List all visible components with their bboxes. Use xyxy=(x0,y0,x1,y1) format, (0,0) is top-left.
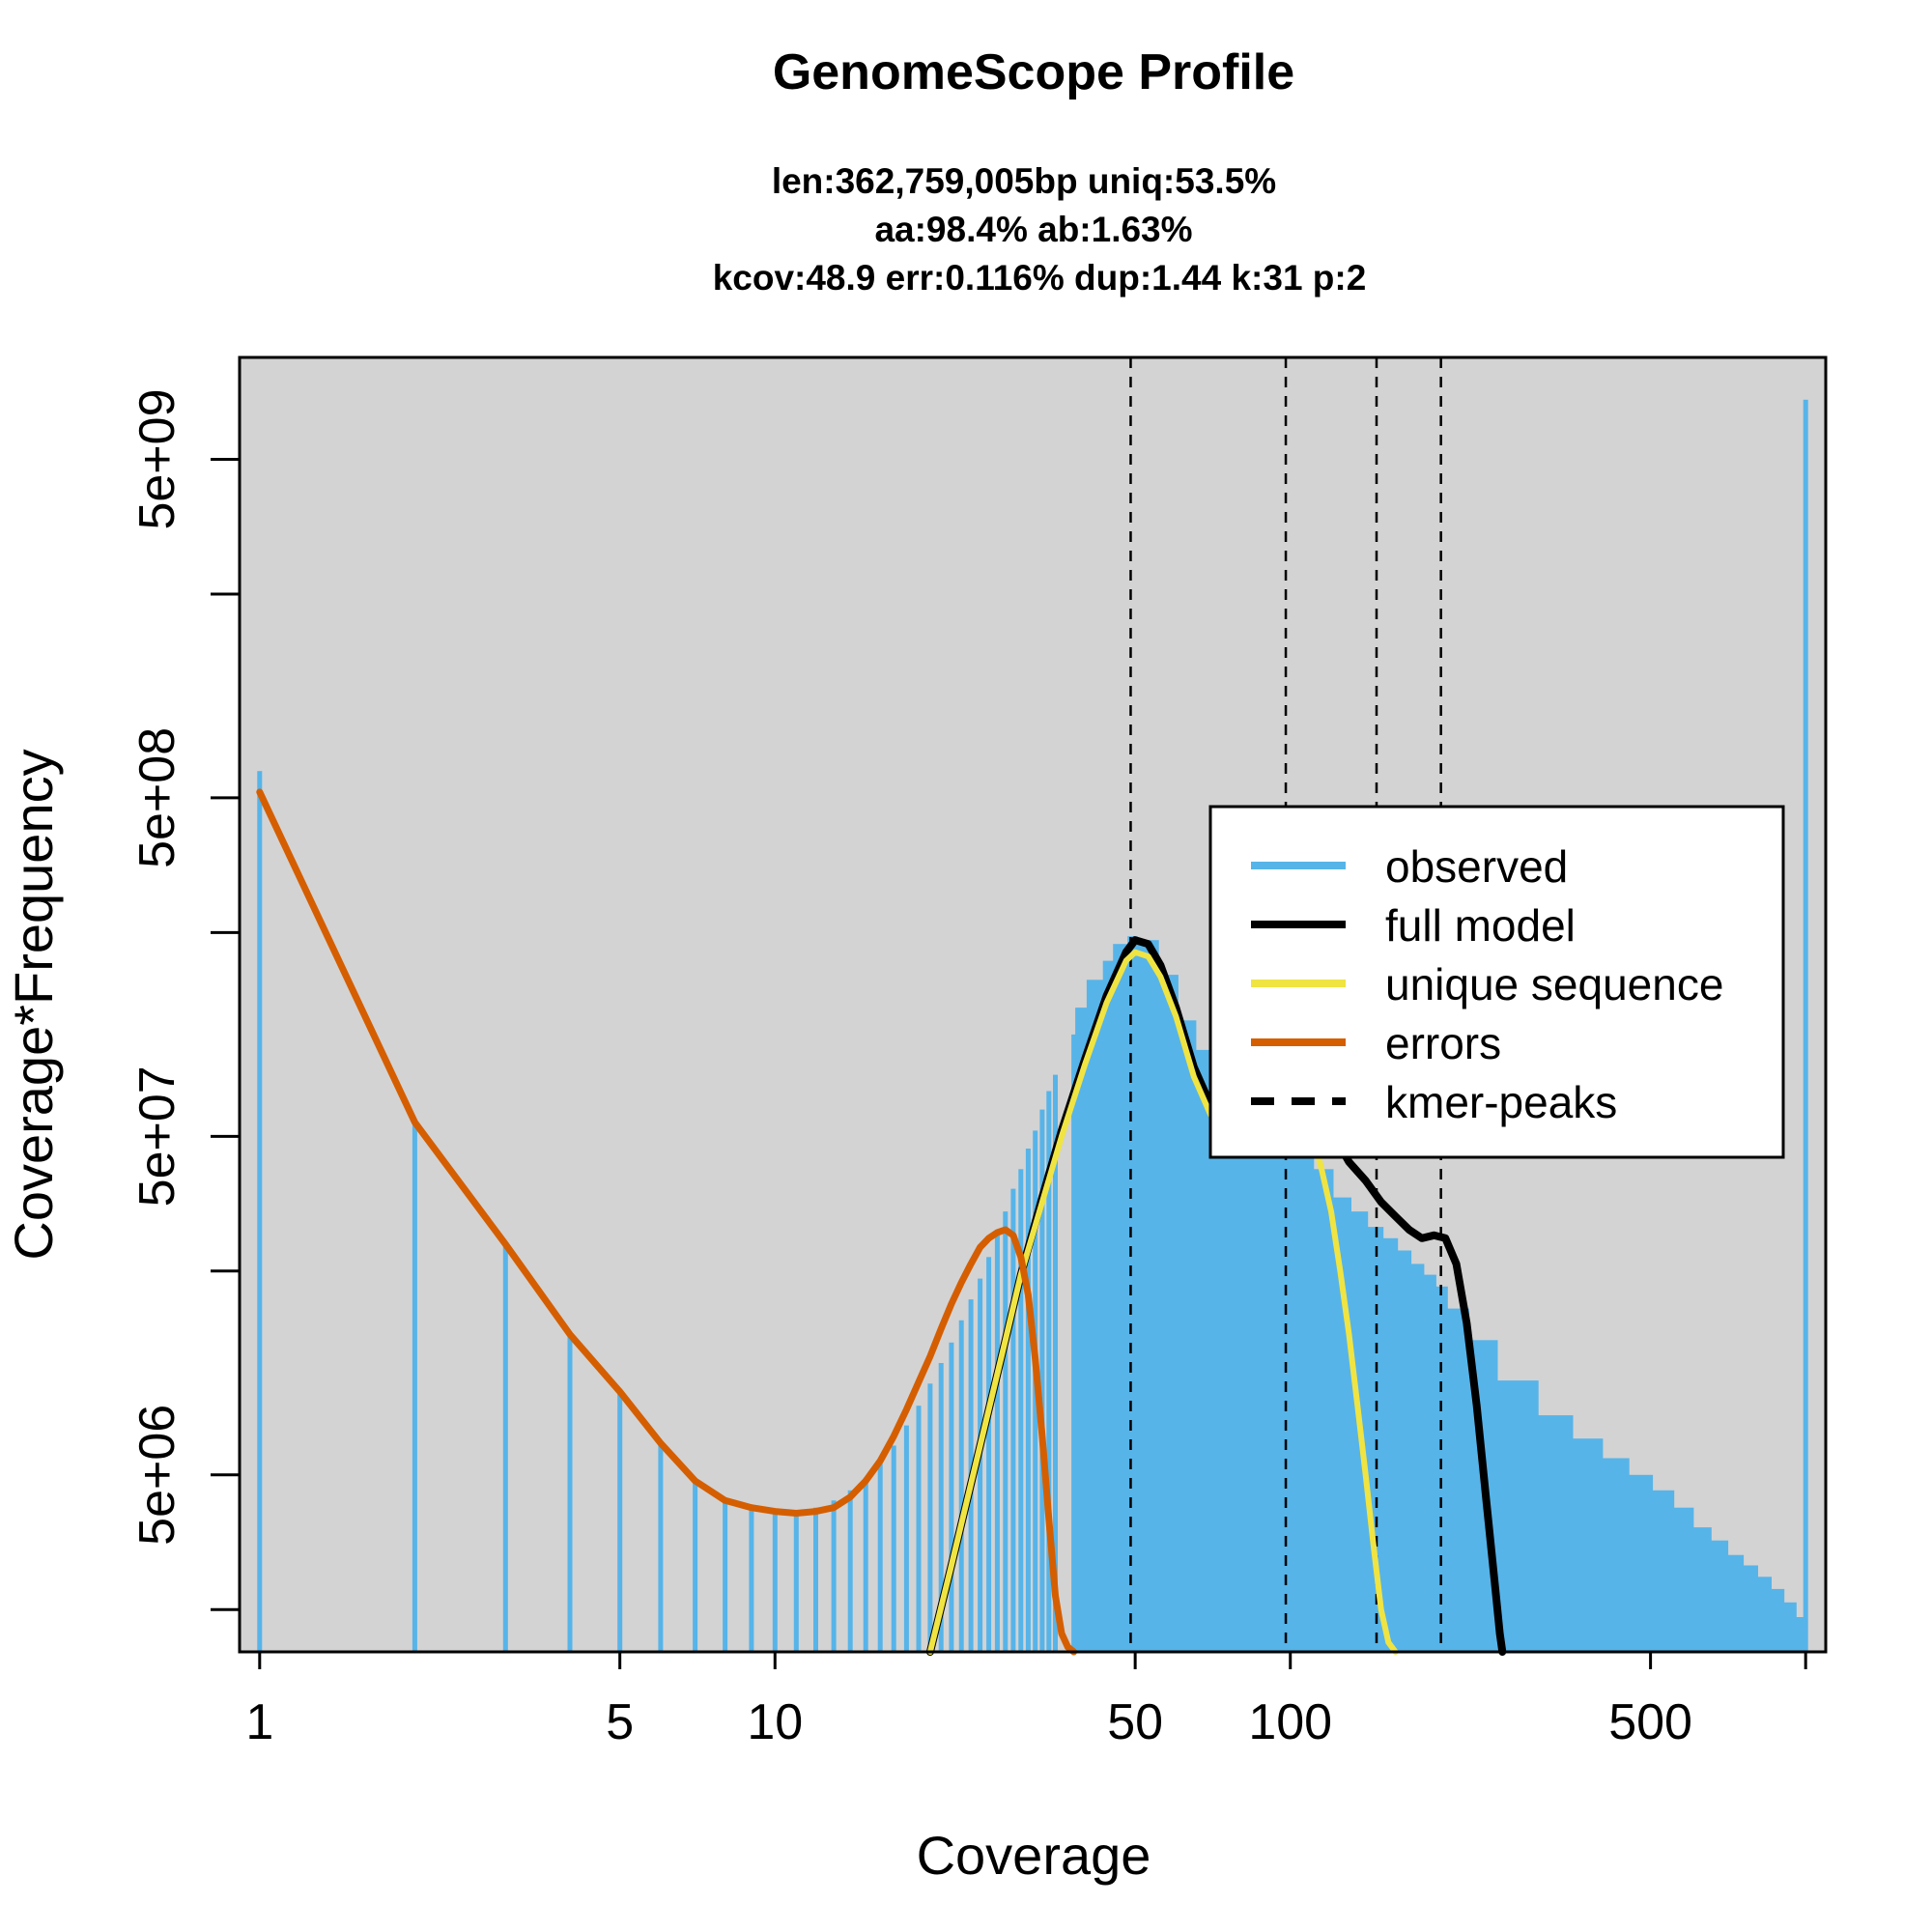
observed-bar xyxy=(863,1477,868,1652)
y-tick-label: 5e+06 xyxy=(129,1405,185,1546)
x-tick-label: 50 xyxy=(1107,1694,1163,1750)
observed-bar xyxy=(1537,1415,1574,1652)
observed-bar xyxy=(567,1334,573,1652)
observed-bar xyxy=(1177,1020,1197,1652)
observed-bar xyxy=(1803,399,1808,1652)
observed-bar xyxy=(831,1500,837,1652)
observed-bar xyxy=(1602,1458,1630,1652)
observed-bar xyxy=(793,1511,799,1652)
observed-bar xyxy=(1496,1380,1539,1652)
y-tick-label: 5e+08 xyxy=(129,727,185,868)
observed-bar xyxy=(1727,1554,1745,1652)
chart-subtitle-line-1: len:362,759,005bp uniq:53.5% xyxy=(772,161,1276,201)
observed-bar xyxy=(813,1507,818,1652)
observed-bar xyxy=(1692,1527,1712,1652)
observed-bar xyxy=(1086,980,1104,1652)
observed-bar xyxy=(1053,1074,1058,1652)
observed-bar xyxy=(1757,1577,1772,1652)
observed-bar xyxy=(693,1481,698,1652)
observed-bar xyxy=(1572,1438,1604,1652)
observed-bar xyxy=(1743,1565,1758,1652)
observed-bar xyxy=(1102,960,1115,1652)
observed-bar xyxy=(1071,1034,1077,1652)
observed-bar xyxy=(927,1383,933,1652)
observed-bar xyxy=(938,1363,944,1652)
legend-label: full model xyxy=(1385,900,1576,951)
observed-bar xyxy=(1313,1169,1334,1652)
observed-bar xyxy=(617,1391,623,1652)
x-tick-label: 100 xyxy=(1248,1694,1332,1750)
observed-bar xyxy=(1423,1274,1436,1652)
observed-bar xyxy=(1046,1091,1052,1652)
observed-bar xyxy=(847,1490,853,1652)
observed-bar xyxy=(1628,1474,1654,1652)
observed-bar xyxy=(1010,1188,1016,1652)
observed-bar xyxy=(1673,1507,1694,1652)
observed-bar xyxy=(257,771,263,1652)
y-tick-label: 5e+07 xyxy=(129,1065,185,1207)
legend-label: observed xyxy=(1385,841,1568,892)
observed-bar xyxy=(1039,1109,1045,1652)
observed-bar xyxy=(1075,1008,1088,1652)
observed-bar xyxy=(1652,1490,1675,1652)
observed-bar xyxy=(994,1232,1000,1652)
observed-bar xyxy=(1003,1211,1009,1652)
observed-bar xyxy=(1410,1264,1425,1652)
legend-label: kmer-peaks xyxy=(1385,1077,1617,1127)
observed-bar xyxy=(1136,940,1159,1652)
observed-bar xyxy=(1446,1308,1469,1652)
x-tick-label: 10 xyxy=(747,1694,803,1750)
observed-bar xyxy=(916,1406,922,1652)
observed-bar xyxy=(723,1500,728,1652)
observed-bar xyxy=(749,1507,754,1652)
legend-label: unique sequence xyxy=(1385,959,1723,1009)
x-axis: 1 5 10 50 100 500 xyxy=(245,1650,1807,1750)
observed-bar xyxy=(502,1244,508,1652)
observed-bar xyxy=(1783,1602,1797,1652)
observed-bar xyxy=(772,1511,778,1652)
observed-bar xyxy=(1397,1250,1412,1652)
observed-bar xyxy=(1127,936,1138,1652)
legend-label: errors xyxy=(1385,1018,1501,1068)
y-axis-label: Coverage*Frequency xyxy=(3,749,64,1260)
observed-bar xyxy=(1025,1149,1031,1652)
observed-bar xyxy=(1211,1058,1229,1652)
legend: observed full model unique sequence errors k… xyxy=(1208,805,1785,1159)
observed-bar xyxy=(1113,944,1129,1652)
chart-title: GenomeScope Profile xyxy=(773,44,1294,100)
observed-bar xyxy=(1710,1540,1729,1652)
observed-histogram xyxy=(257,399,1808,1652)
observed-bar xyxy=(949,1342,954,1652)
observed-bar xyxy=(1267,1076,1293,1652)
observed-bar xyxy=(958,1320,964,1652)
observed-bar xyxy=(1157,975,1179,1652)
observed-bar xyxy=(891,1445,896,1652)
observed-bar xyxy=(658,1443,664,1652)
chart-subtitle-line-2: aa:98.4% ab:1.63% xyxy=(874,210,1192,249)
x-tick-label: 5 xyxy=(606,1694,634,1750)
observed-bar xyxy=(978,1278,983,1652)
observed-bar xyxy=(1018,1169,1024,1652)
errors-line xyxy=(256,788,1078,1656)
chart-subtitle-line-3: kcov:48.9 err:0.116% dup:1.44 k:31 p:2 xyxy=(713,258,1367,298)
y-axis: 5e+06 5e+07 5e+08 5e+09 xyxy=(129,388,242,1611)
x-tick-label: 500 xyxy=(1608,1694,1692,1750)
y-tick-label: 5e+09 xyxy=(129,388,185,529)
observed-bar xyxy=(1292,1122,1315,1652)
x-axis-label: Coverage xyxy=(917,1825,1151,1886)
observed-bar xyxy=(1195,1049,1213,1652)
observed-bar xyxy=(903,1425,909,1652)
observed-bar xyxy=(986,1257,992,1652)
observed-bar xyxy=(412,1122,417,1652)
x-tick-label: 1 xyxy=(245,1694,273,1750)
observed-bar xyxy=(1382,1237,1399,1652)
observed-bar xyxy=(1227,1053,1243,1652)
observed-bar xyxy=(877,1463,883,1652)
observed-bar xyxy=(1771,1588,1785,1652)
